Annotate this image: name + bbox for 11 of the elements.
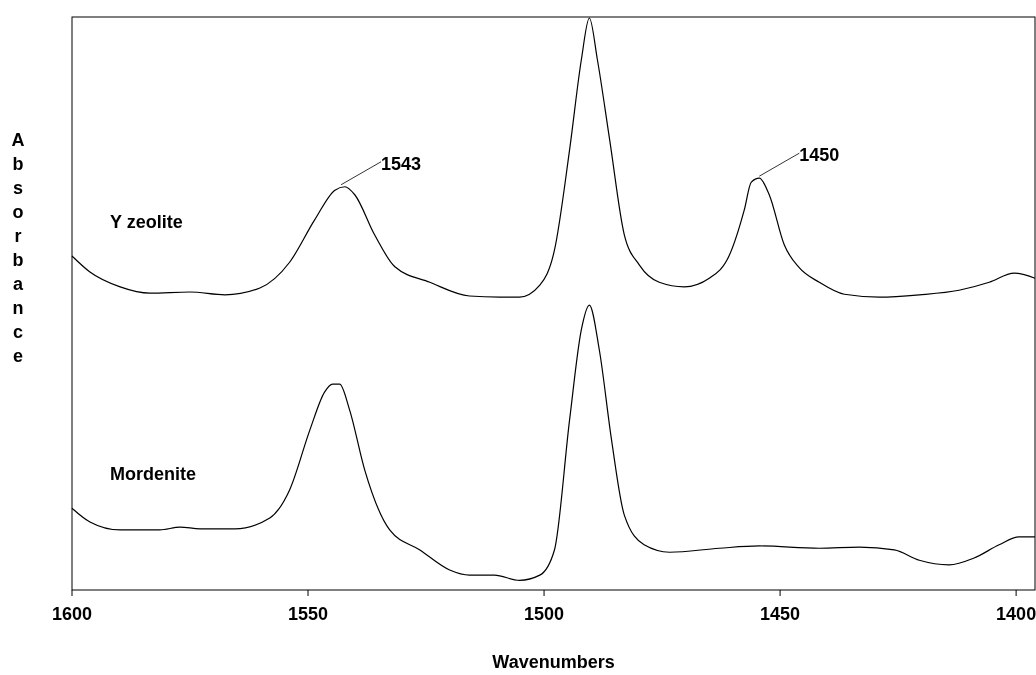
text: Mordenite (110, 464, 197, 485)
x-tick-label: 1500 (524, 604, 565, 624)
text: Y zeolite (110, 211, 183, 232)
x-tick-label: 1550 (288, 604, 329, 624)
x-tick-label: 1400 (996, 604, 1036, 624)
x-tick-label: 1450 (760, 604, 801, 624)
x-tick-label: 1600 (51, 604, 93, 624)
x-axis-title: Wavenumbers (492, 652, 615, 672)
annotation: 1543 (381, 153, 422, 174)
text: Absorbance (11, 130, 25, 366)
annotation: 1450 (799, 145, 840, 166)
